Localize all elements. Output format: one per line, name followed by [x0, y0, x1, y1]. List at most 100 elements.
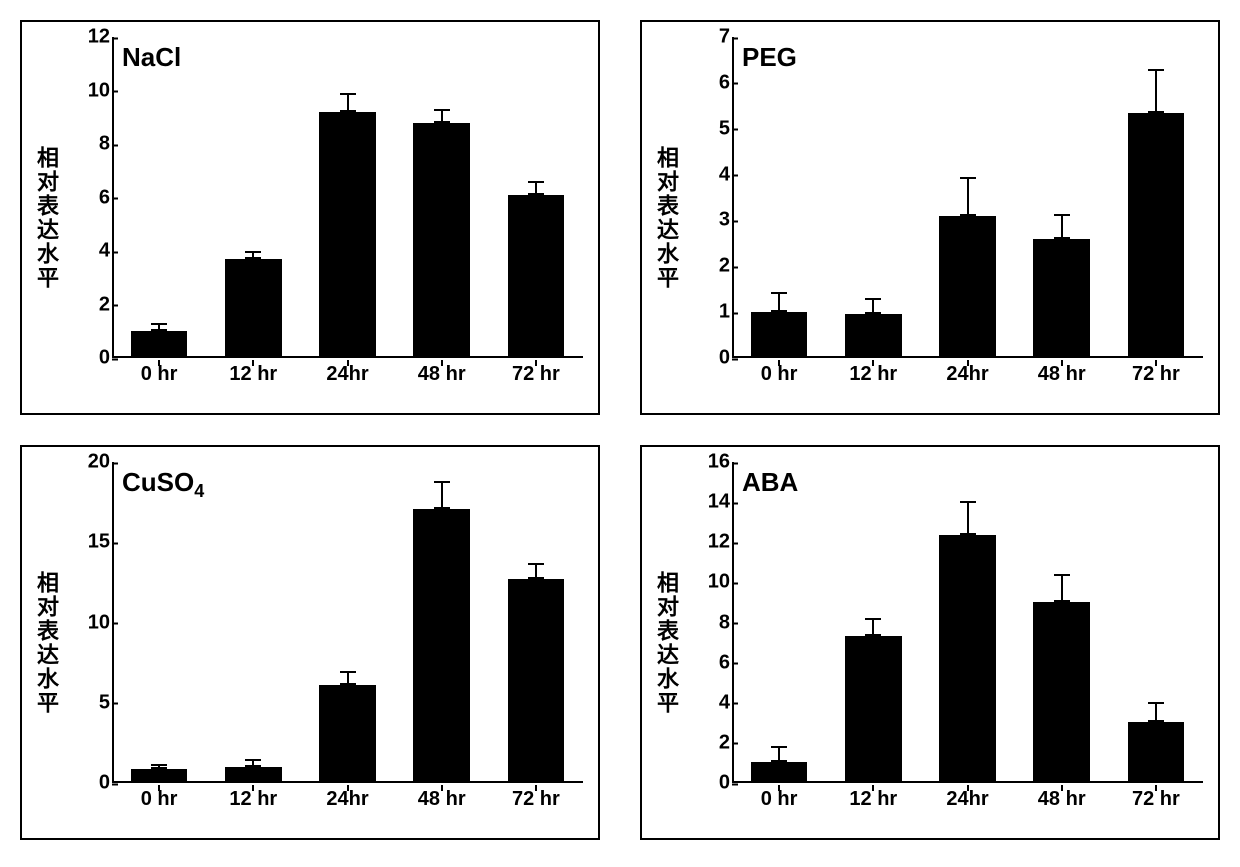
plot-area-nacl: [112, 37, 583, 358]
x-labels-nacl: 0 hr12 hr24hr48 hr72 hr: [112, 363, 583, 403]
y-tick-label: 0: [685, 347, 730, 370]
y-tick-label: 5: [685, 117, 730, 140]
y-tick-label: 1: [685, 301, 730, 324]
error-bar: [778, 746, 780, 762]
panel-cuso4: CuSO4 相对表达水平 05101520 0 hr12 hr24hr48 hr…: [20, 445, 600, 840]
y-tick-label: 2: [685, 255, 730, 278]
bar: [508, 579, 565, 783]
panel-aba: ABA 相对表达水平 0246810121416 0 hr12 hr24hr48…: [640, 445, 1220, 840]
error-bar: [441, 109, 443, 122]
y-tick-label: 16: [685, 451, 730, 474]
bar: [413, 123, 470, 358]
error-bar: [1061, 214, 1063, 239]
y-tick-label: 2: [685, 731, 730, 754]
bar: [413, 509, 470, 783]
bar-slot: [826, 37, 920, 358]
bar: [131, 331, 188, 358]
y-tick-label: 6: [685, 651, 730, 674]
x-tick-label: 72 hr: [1109, 363, 1203, 403]
bar: [1128, 113, 1185, 358]
bar-slot: [1109, 462, 1203, 783]
bar: [939, 216, 996, 358]
y-ticks-nacl: 024681012: [62, 37, 110, 358]
y-axis-label: 相对表达水平: [30, 571, 62, 715]
error-bar: [535, 181, 537, 194]
error-bar: [158, 323, 160, 331]
error-bar: [872, 618, 874, 636]
error-bar: [252, 251, 254, 259]
y-tick-label: 15: [65, 531, 110, 554]
panel-title: NaCl: [122, 42, 181, 73]
bar-slot: [489, 462, 583, 783]
x-tick-label: 0 hr: [732, 363, 826, 403]
x-tick-label: 48 hr: [395, 788, 489, 828]
error-bar: [1155, 69, 1157, 113]
x-tick-label: 72 hr: [489, 788, 583, 828]
title-main: CuSO: [122, 467, 194, 497]
bar: [845, 636, 902, 783]
bar: [131, 769, 188, 783]
bar-slot: [206, 37, 300, 358]
y-ticks-cuso4: 05101520: [62, 462, 110, 783]
error-bar: [872, 298, 874, 314]
y-tick-label: 0: [685, 772, 730, 795]
error-bar: [441, 481, 443, 508]
x-tick-label: 24hr: [300, 788, 394, 828]
bar-slot: [489, 37, 583, 358]
y-tick-label: 0: [65, 347, 110, 370]
y-tick-label: 4: [65, 240, 110, 263]
bar: [845, 314, 902, 358]
y-tick-label: 10: [65, 611, 110, 634]
bar-slot: [732, 462, 826, 783]
bar: [319, 685, 376, 783]
bar-slot: [920, 462, 1014, 783]
bar: [508, 195, 565, 358]
plot-area-peg: [732, 37, 1203, 358]
bar-slot: [206, 462, 300, 783]
y-tick-label: 3: [685, 209, 730, 232]
y-tick-label: 20: [65, 451, 110, 474]
bar: [1033, 602, 1090, 783]
y-tick-label: 10: [65, 79, 110, 102]
bar: [319, 112, 376, 358]
bar-slot: [112, 462, 206, 783]
title-sub: 4: [194, 481, 204, 501]
x-tick-label: 0 hr: [112, 363, 206, 403]
y-axis-label: 相对表达水平: [650, 146, 682, 290]
x-tick-label: 12 hr: [826, 788, 920, 828]
bar-slot: [826, 462, 920, 783]
x-tick-label: 72 hr: [1109, 788, 1203, 828]
x-tick-label: 48 hr: [1015, 363, 1109, 403]
x-labels-aba: 0 hr12 hr24hr48 hr72 hr: [732, 788, 1203, 828]
y-tick-label: 6: [65, 186, 110, 209]
x-tick-label: 24hr: [920, 788, 1014, 828]
y-tick-label: 14: [685, 491, 730, 514]
bars-nacl: [112, 37, 583, 358]
bar-slot: [300, 462, 394, 783]
error-bar: [1061, 574, 1063, 602]
x-tick-label: 72 hr: [489, 363, 583, 403]
y-ticks-aba: 0246810121416: [682, 462, 730, 783]
y-tick-label: 8: [685, 611, 730, 634]
plot-area-aba: [732, 462, 1203, 783]
x-tick-label: 12 hr: [206, 788, 300, 828]
y-tick-label: 12: [685, 531, 730, 554]
error-bar: [967, 501, 969, 535]
panel-nacl: NaCl 相对表达水平 024681012 0 hr12 hr24hr48 hr…: [20, 20, 600, 415]
bar: [751, 762, 808, 783]
panel-title: PEG: [742, 42, 797, 73]
bar: [1128, 722, 1185, 783]
plot-area-cuso4: [112, 462, 583, 783]
y-tick-label: 2: [65, 293, 110, 316]
bar: [939, 535, 996, 783]
bar: [751, 312, 808, 358]
bars-peg: [732, 37, 1203, 358]
x-labels-cuso4: 0 hr12 hr24hr48 hr72 hr: [112, 788, 583, 828]
error-bar: [347, 93, 349, 112]
bar: [225, 259, 282, 358]
y-tick-label: 7: [685, 26, 730, 49]
x-tick-label: 12 hr: [206, 363, 300, 403]
y-axis-label: 相对表达水平: [650, 571, 682, 715]
error-bar: [252, 759, 254, 767]
x-labels-peg: 0 hr12 hr24hr48 hr72 hr: [732, 363, 1203, 403]
